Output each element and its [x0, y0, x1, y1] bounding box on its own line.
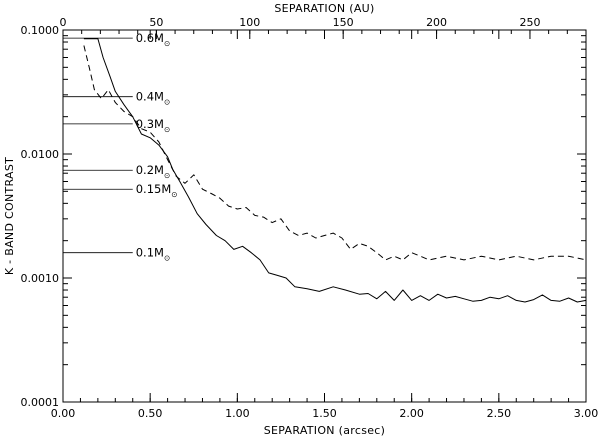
mass-annotations: 0.6M⊙ 0.4M⊙ 0.3M⊙ 0.2M⊙ 0.15M⊙ 0.1M⊙: [63, 31, 178, 263]
x-tick-label: 1.00: [225, 407, 250, 420]
axis-tick-labels: 0.00 0.50 1.00 1.50 2.00 2.50 3.00 0 50 100 150 200…: [21, 16, 599, 420]
mass-label-subscript: ⊙: [164, 171, 170, 180]
mass-label-subscript: ⊙: [164, 39, 170, 48]
mass-label-subscript: ⊙: [164, 98, 170, 107]
y-tick-label: 0.0010: [21, 272, 60, 285]
x-axis-title: SEPARATION (arcsec): [264, 424, 386, 437]
contrast-curves: [83, 38, 587, 303]
mass-label: 0.15M⊙: [136, 182, 178, 199]
y-axis-title: K - BAND CONTRAST: [3, 157, 16, 275]
plot-frame: [62, 29, 587, 403]
top-x-axis-title: SEPARATION (AU): [274, 2, 374, 15]
y-tick-label: 0.0001: [21, 396, 60, 409]
top-x-tick-label: 250: [519, 16, 540, 29]
y-tick-label: 0.0100: [21, 148, 60, 161]
top-x-tick-label: 50: [149, 16, 163, 29]
top-x-tick-label: 0: [60, 16, 67, 29]
mass-label: 0.2M⊙: [136, 163, 171, 180]
x-tick-label: 1.50: [312, 407, 337, 420]
mass-label-subscript: ⊙: [164, 125, 170, 134]
y-tick-label: 0.1000: [21, 24, 60, 37]
x-tick-label: 2.00: [399, 407, 424, 420]
mass-label-subscript: ⊙: [164, 254, 170, 263]
x-tick-label: 0.00: [51, 407, 76, 420]
mass-label: 0.4M⊙: [136, 90, 171, 107]
x-tick-label: 2.50: [487, 407, 512, 420]
top-x-tick-label: 200: [426, 16, 447, 29]
axis-ticks: [62, 29, 587, 403]
mass-label-subscript: ⊙: [171, 190, 177, 199]
mass-label: 0.3M⊙: [136, 117, 171, 134]
top-x-tick-label: 150: [333, 16, 354, 29]
mass-label: 0.6M⊙: [136, 31, 171, 48]
mass-label: 0.1M⊙: [136, 246, 171, 263]
top-x-tick-label: 100: [239, 16, 260, 29]
x-tick-label: 0.50: [138, 407, 163, 420]
x-tick-label: 3.00: [574, 407, 599, 420]
dashed-contrast-curve: [83, 45, 587, 261]
solid-contrast-curve: [83, 38, 587, 303]
